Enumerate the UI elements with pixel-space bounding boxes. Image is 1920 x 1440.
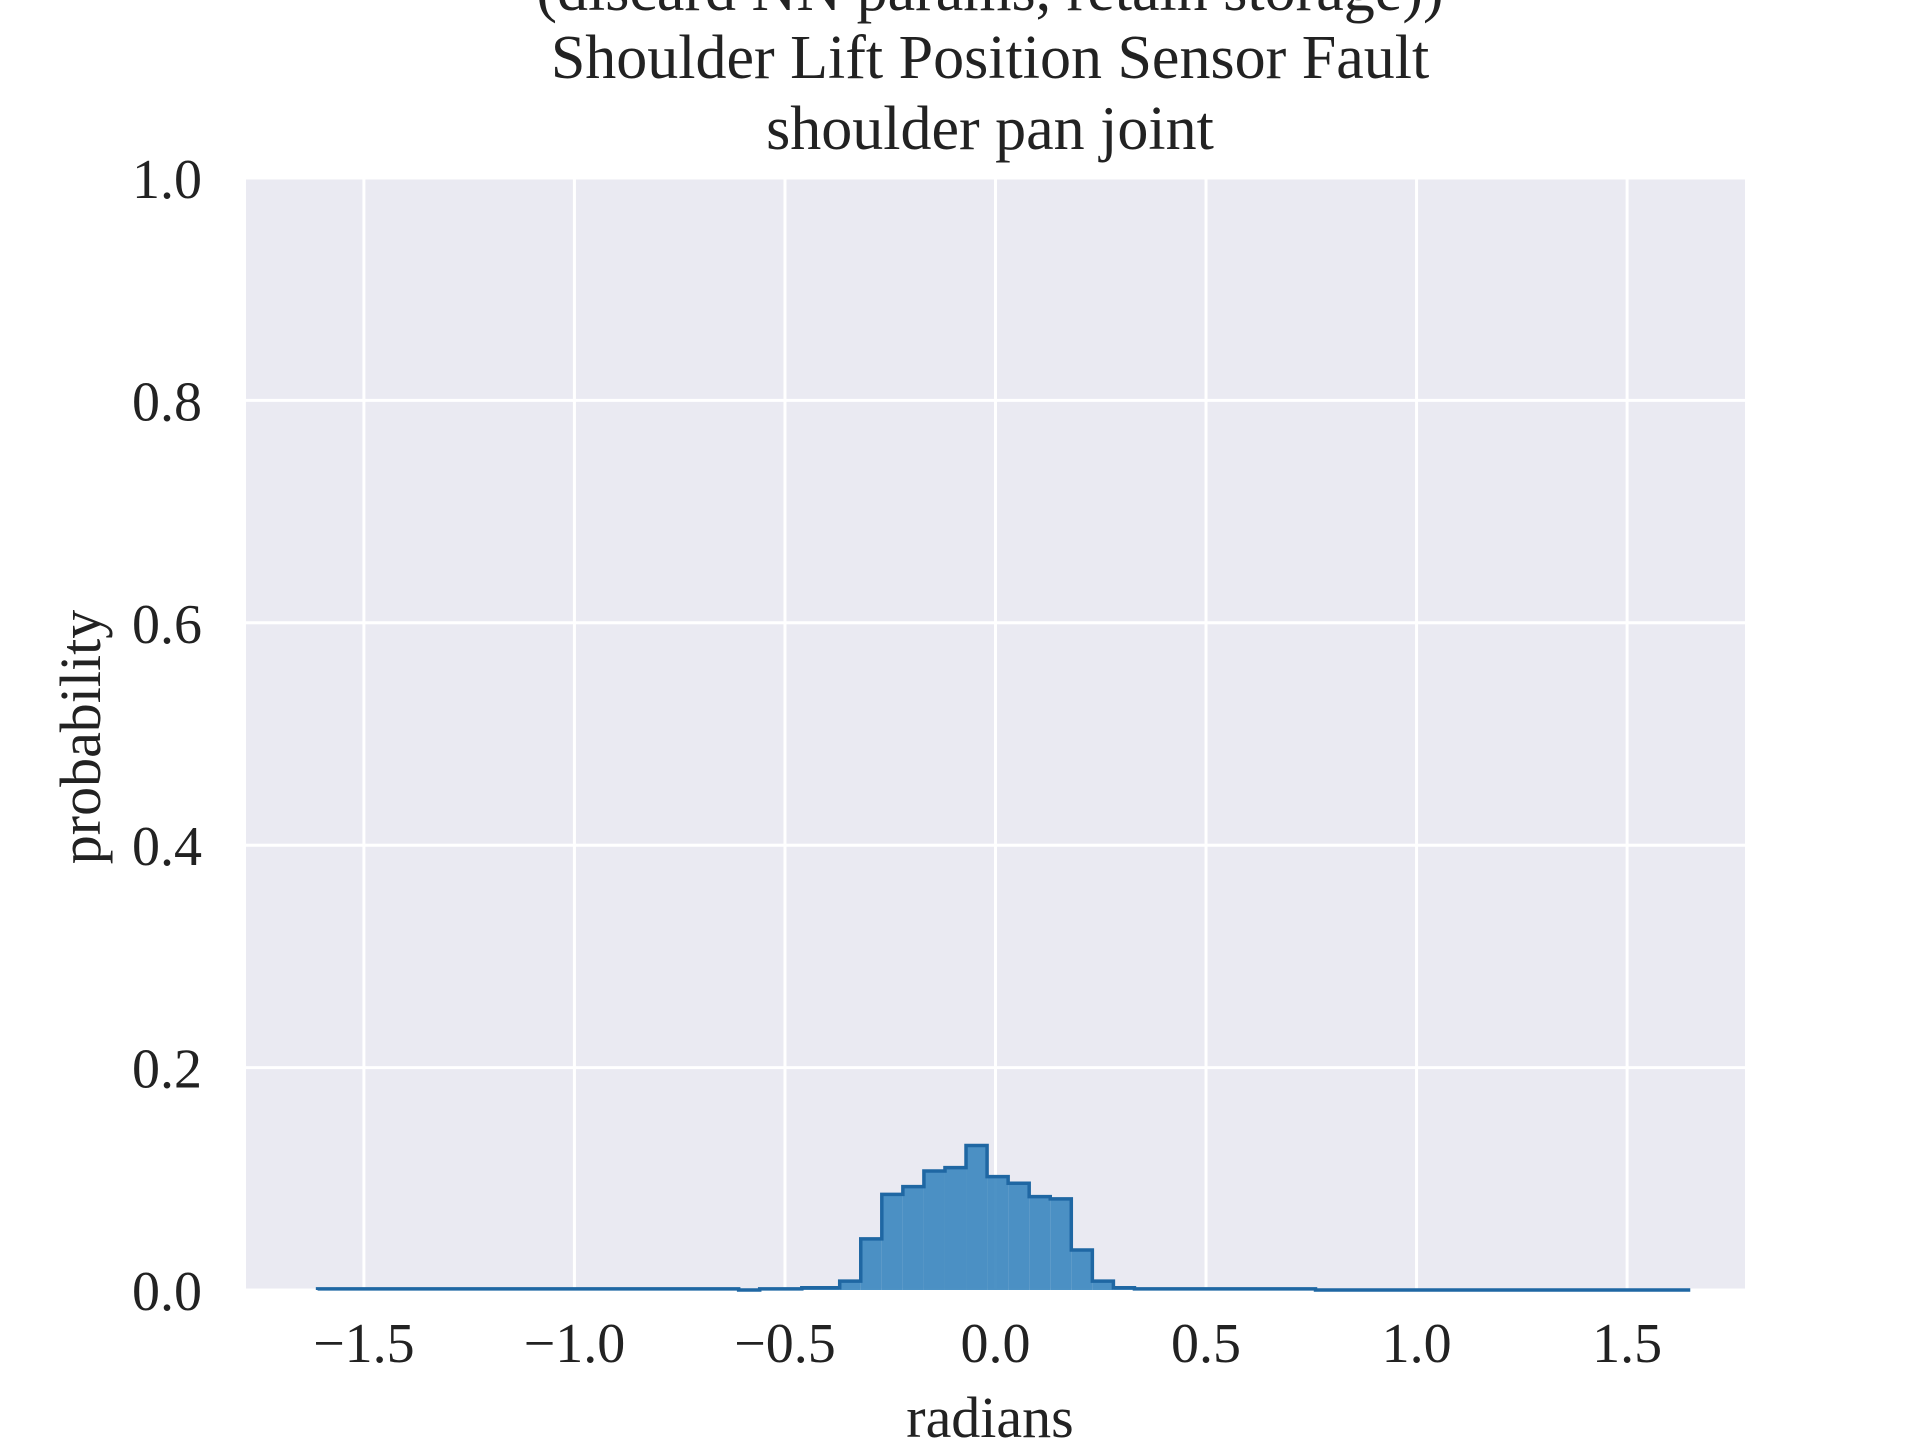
histogram-bar	[1071, 1249, 1093, 1290]
histogram-bar	[1050, 1198, 1072, 1290]
title-line-1: (discard NN params, retain storage))	[536, 0, 1443, 24]
x-tick-label: 0.0	[961, 1313, 1031, 1375]
y-tick-label: 0.4	[132, 816, 202, 878]
histogram-bar	[839, 1281, 861, 1290]
histogram-bars	[317, 1145, 1316, 1290]
x-tick-label: 0.5	[1171, 1313, 1241, 1375]
x-tick-label: −1.0	[524, 1313, 626, 1375]
histogram-outline	[315, 1143, 1691, 1292]
title-line-2: Shoulder Lift Position Sensor Fault	[551, 24, 1429, 92]
histogram-bar	[1092, 1281, 1114, 1290]
y-tick-label: 0.2	[132, 1039, 202, 1101]
histogram-bar	[1029, 1196, 1051, 1290]
histogram-bar	[881, 1194, 903, 1290]
y-tick-label: 0.0	[132, 1261, 202, 1323]
histogram-bar	[966, 1145, 988, 1290]
histogram-bar	[860, 1238, 882, 1290]
histogram-bar	[902, 1186, 924, 1290]
histogram-bar	[1008, 1183, 1030, 1290]
histogram-bar	[923, 1171, 945, 1290]
x-tick-label: 1.0	[1382, 1313, 1452, 1375]
x-tick-labels: −1.5 −1.0 −0.5 0.0 0.5 1.0 1.5	[313, 1313, 1662, 1375]
x-tick-label: −0.5	[734, 1313, 836, 1375]
y-tick-label: 0.6	[132, 594, 202, 656]
x-tick-label: −1.5	[313, 1313, 415, 1375]
x-axis-label: radians	[906, 1385, 1074, 1440]
histogram-bar	[987, 1176, 1009, 1290]
y-axis-label: probability	[48, 610, 113, 865]
y-tick-label: 0.8	[132, 371, 202, 433]
x-tick-label: 1.5	[1592, 1313, 1662, 1375]
y-tick-labels: 0.0 0.2 0.4 0.6 0.8 1.0	[132, 149, 202, 1323]
histogram-bar	[944, 1167, 967, 1290]
y-tick-label: 1.0	[132, 149, 202, 211]
chart-title: (discard NN params, retain storage)) Sho…	[536, 0, 1443, 163]
title-line-3: shoulder pan joint	[766, 95, 1214, 163]
